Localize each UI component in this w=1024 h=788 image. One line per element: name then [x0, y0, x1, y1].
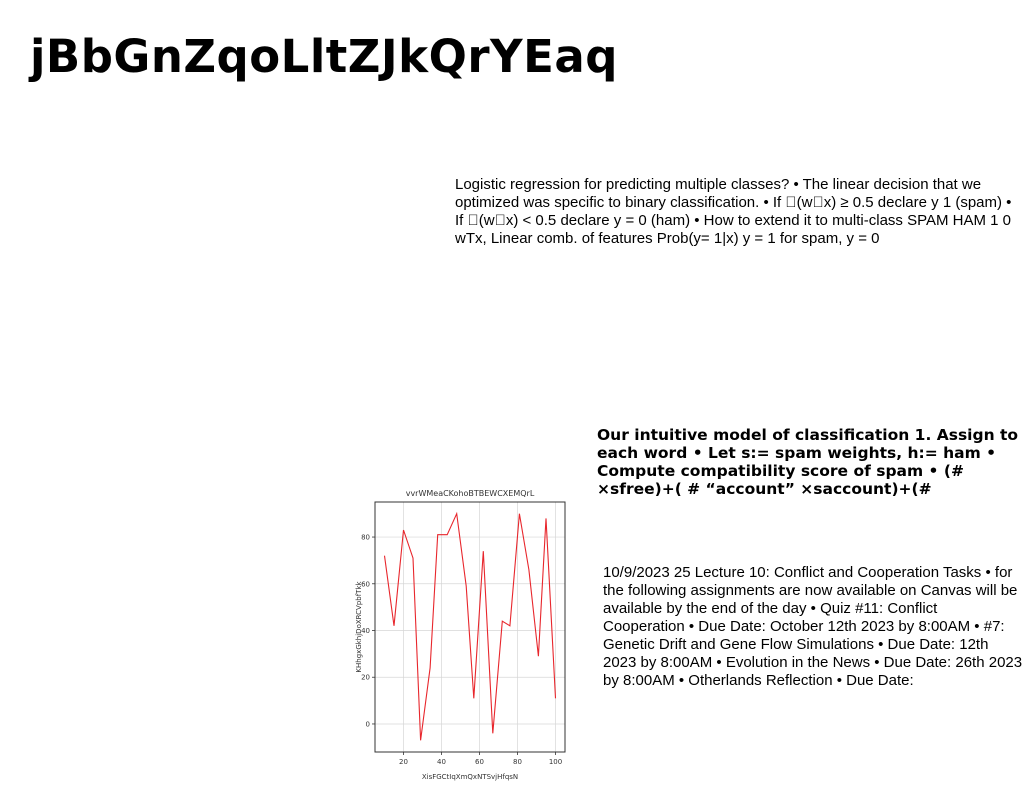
x-tick-label: 60: [475, 758, 484, 766]
x-axis-label: XisFGCtIqXmQxNTSvjHfqsN: [422, 773, 518, 781]
x-tick-label: 20: [399, 758, 408, 766]
y-axis-label: KHhgxGkhjDoXRCVpbfTkk: [355, 580, 363, 672]
series-line: [383, 511, 557, 741]
intuitive-model-text: Our intuitive model of classification 1.…: [597, 426, 1019, 498]
y-tick-label: 40: [361, 627, 370, 635]
y-tick-label: 20: [361, 674, 370, 682]
y-tick-label: 60: [361, 580, 370, 588]
chart-title: vvrWMeaCKohoBTBEWCXEMQrL: [406, 489, 535, 498]
page-title: jBbGnZqoLltZJkQrYEaq: [30, 30, 618, 83]
x-tick-label: 100: [549, 758, 562, 766]
x-tick-label: 40: [437, 758, 446, 766]
line-chart: vvrWMeaCKohoBTBEWCXEMQrL 20 40 60 80 100 0 20 4…: [355, 489, 566, 781]
logistic-regression-text: Logistic regression for predicting multi…: [455, 176, 1012, 247]
chart-ticks: 20 40 60 80 100 0 20 40 60 80: [361, 534, 562, 766]
plot-frame: [374, 501, 566, 753]
y-tick-label: 80: [361, 534, 370, 542]
y-tick-label: 0: [366, 720, 370, 728]
lecture-tasks-text: 10/9/2023 25 Lecture 10: Conflict and Co…: [603, 564, 1023, 689]
chart-grid: [375, 502, 565, 752]
x-tick-label: 80: [513, 758, 522, 766]
